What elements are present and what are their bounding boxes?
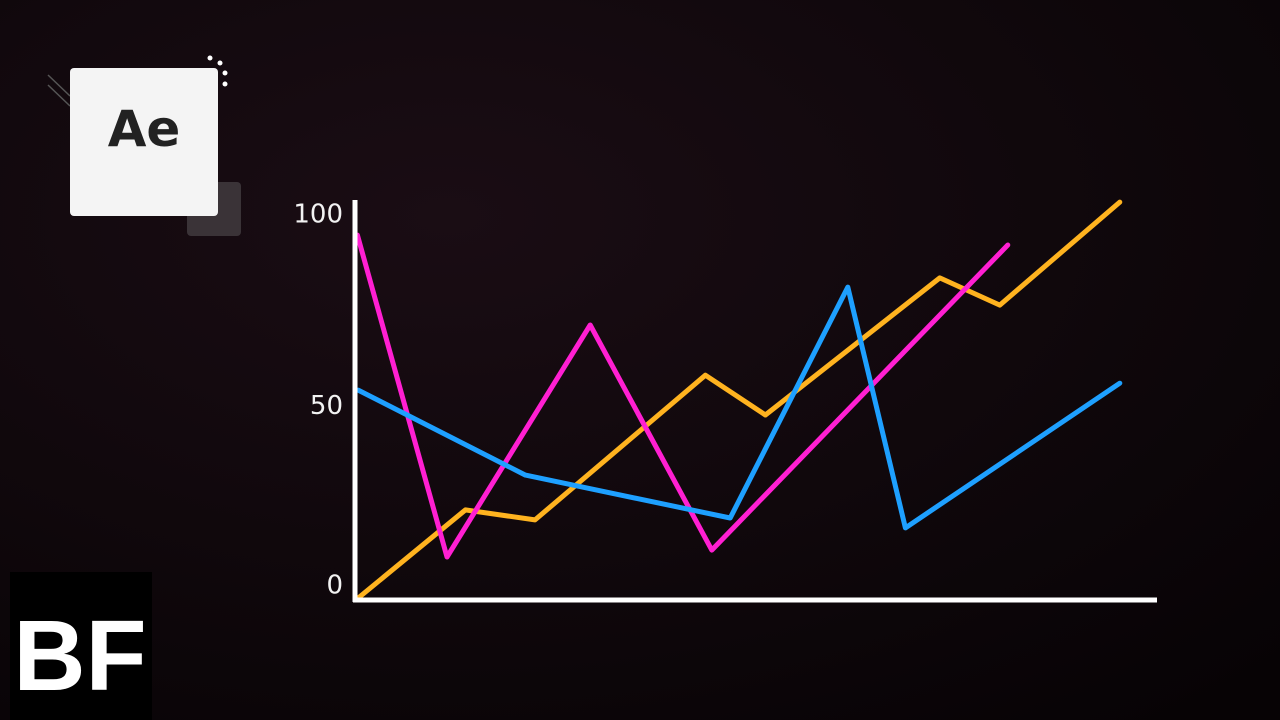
app-icon: Ae xyxy=(47,55,241,236)
app-icon-label: Ae xyxy=(108,100,181,158)
data-line xyxy=(354,232,1011,560)
channel-logo: BF xyxy=(10,572,152,720)
channel-logo-label: BF xyxy=(13,600,146,712)
y-tick-label: 0 xyxy=(326,571,343,601)
y-tick-label: 100 xyxy=(293,200,343,230)
y-tick-label: 50 xyxy=(310,391,343,421)
plot-area: 0 50 100 xyxy=(293,199,1157,603)
data-line xyxy=(355,284,1123,531)
